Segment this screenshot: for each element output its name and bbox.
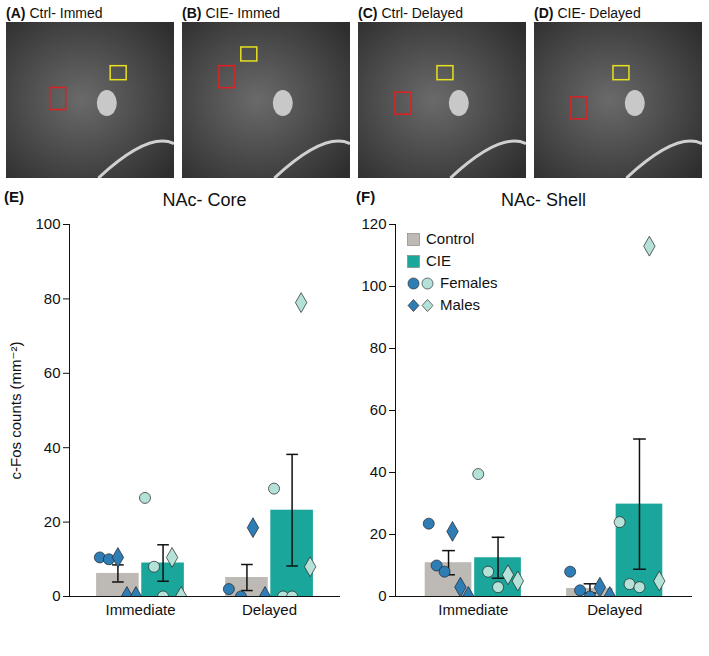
html-text:(C) Ctrl- Delayed: (C) Ctrl- Delayed: [358, 5, 464, 21]
html-text:(D) CIE- Delayed: (D) CIE- Delayed: [534, 5, 641, 21]
svg-text:120: 120: [361, 215, 386, 232]
svg-text:20: 20: [370, 525, 387, 542]
svg-text:Delayed: Delayed: [242, 601, 297, 618]
svg-text:40: 40: [370, 463, 387, 480]
svg-text:60: 60: [370, 401, 387, 418]
html-text:(E): (E): [4, 188, 24, 205]
html-text:CIE: CIE: [426, 252, 451, 269]
svg-text:80: 80: [44, 290, 61, 307]
svg-text:60: 60: [44, 364, 61, 381]
svg-text:80: 80: [370, 339, 387, 356]
svg-text:40: 40: [44, 439, 61, 456]
svg-text:0: 0: [378, 587, 386, 604]
html-text:Males: Males: [440, 296, 480, 313]
html-text:Females: Females: [440, 274, 498, 291]
svg-text:20: 20: [44, 513, 61, 530]
html-text:NAc- Core: NAc- Core: [162, 190, 247, 210]
svg-text:c-Fos counts (mm⁻²): c-Fos counts (mm⁻²): [7, 342, 24, 480]
html-text:Control: Control: [426, 230, 475, 247]
svg-text:100: 100: [361, 277, 386, 294]
svg-text:Immediate: Immediate: [105, 601, 175, 618]
svg-text:Immediate: Immediate: [438, 601, 508, 618]
html-text:NAc- Shell: NAc- Shell: [501, 190, 586, 210]
svg-text:Delayed: Delayed: [587, 601, 642, 618]
svg-text:0: 0: [52, 587, 60, 604]
html-text:(B) CIE- Immed: (B) CIE- Immed: [182, 5, 281, 21]
svg-text:100: 100: [35, 215, 60, 232]
html-text:(F): (F): [356, 188, 376, 205]
html-text:(A) Ctrl- Immed: (A) Ctrl- Immed: [6, 5, 103, 21]
